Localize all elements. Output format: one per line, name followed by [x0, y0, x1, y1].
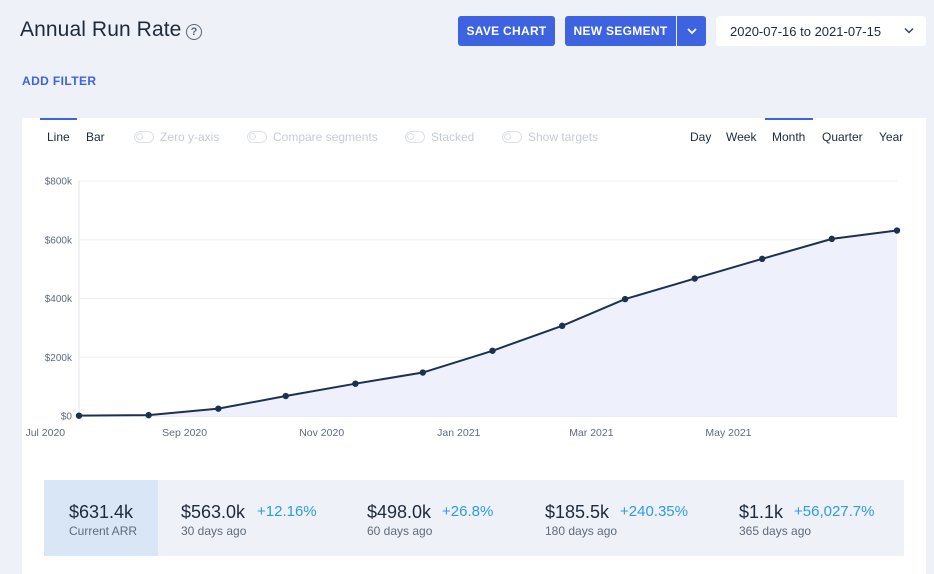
x-tick-label: May 2021 — [705, 427, 751, 439]
y-tick-label: $400k — [45, 294, 73, 305]
data-point — [215, 405, 222, 412]
x-tick-label: Sep 2020 — [162, 427, 207, 439]
x-tick-label: Mar 2021 — [569, 427, 614, 439]
toggle-switch[interactable] — [247, 131, 267, 143]
toggle-switch[interactable] — [405, 131, 425, 143]
summary-value: $498.0k — [367, 502, 432, 522]
x-tick-label: Jan 2021 — [437, 427, 480, 439]
page-header: Annual Run Rate ? SAVE CHART NEW SEGMENT… — [0, 0, 934, 88]
period-active-indicator — [765, 118, 813, 120]
add-filter-link[interactable]: ADD FILTER — [22, 74, 97, 88]
tab-quarter[interactable]: Quarter — [822, 130, 863, 144]
new-segment-button[interactable]: NEW SEGMENT — [565, 16, 676, 46]
y-tick-label: $0 — [61, 412, 73, 423]
summary-label: 365 days ago — [739, 524, 812, 538]
y-tick-label: $800k — [45, 177, 73, 188]
x-tick-label: Jul 2020 — [25, 427, 65, 439]
summary-value: $1.1k — [739, 502, 784, 522]
x-tick-label: Nov 2020 — [299, 427, 344, 439]
y-tick-label: $200k — [45, 353, 73, 364]
data-point — [419, 369, 427, 376]
y-tick-label: $600k — [45, 235, 73, 246]
page-title: Annual Run Rate — [20, 18, 182, 41]
chart-card: Line Bar Zero y-axis Compare segments St… — [22, 118, 926, 574]
data-point — [621, 295, 629, 303]
summary-current[interactable]: $631.4k Current ARR — [44, 480, 158, 556]
toggle-label: Zero y-axis — [160, 130, 220, 144]
tab-day[interactable]: Day — [690, 130, 712, 144]
toggle-label: Show targets — [528, 130, 599, 144]
data-point — [893, 227, 901, 234]
toggle-switch[interactable] — [134, 131, 154, 143]
summary-bar: $631.4k Current ARR $563.0k +12.16% 30 d… — [44, 480, 904, 556]
date-range-value: 2020-07-16 to 2021-07-15 — [730, 23, 882, 39]
tab-week[interactable]: Week — [726, 130, 757, 144]
arr-line-chart: $0 $200k $400k $600k $800k Jul 2020 Sep 2020 No… — [25, 177, 901, 439]
current-arr-label: Current ARR — [69, 524, 138, 538]
data-point — [558, 322, 566, 330]
summary-label: 180 days ago — [545, 524, 618, 538]
tab-year[interactable]: Year — [879, 130, 904, 144]
data-point — [691, 275, 698, 282]
summary-label: 30 days ago — [181, 524, 247, 538]
summary-label: 60 days ago — [367, 524, 433, 538]
summary-value: $563.0k — [181, 502, 246, 522]
summary-pct: +240.35% — [620, 503, 688, 520]
chart-type-active-indicator — [40, 118, 77, 120]
data-point — [758, 255, 766, 263]
data-point — [145, 411, 152, 419]
tab-line[interactable]: Line — [47, 130, 70, 144]
tab-bar[interactable]: Bar — [86, 130, 105, 144]
summary-pct: +56,027.7% — [794, 503, 875, 520]
save-chart-button[interactable]: SAVE CHART — [458, 16, 555, 46]
summary-pct: +12.16% — [257, 503, 317, 520]
new-segment-dropdown-button[interactable] — [677, 16, 706, 46]
chevron-down-icon — [686, 28, 697, 35]
series-area — [79, 230, 897, 416]
data-point — [75, 412, 83, 419]
data-point — [282, 392, 289, 400]
chevron-down-icon — [904, 27, 914, 34]
tab-month[interactable]: Month — [772, 130, 806, 144]
summary-value: $185.5k — [545, 502, 610, 522]
data-point — [489, 347, 496, 354]
date-range-select[interactable]: 2020-07-16 to 2021-07-15 — [716, 16, 926, 46]
toggle-switch[interactable] — [502, 131, 522, 143]
data-point — [352, 380, 359, 387]
current-arr-value: $631.4k — [69, 502, 134, 522]
toggle-label: Stacked — [431, 130, 475, 144]
toggle-label: Compare segments — [273, 130, 378, 144]
data-point — [828, 235, 836, 243]
help-icon[interactable]: ? — [186, 24, 202, 40]
summary-pct: +26.8% — [442, 503, 494, 520]
